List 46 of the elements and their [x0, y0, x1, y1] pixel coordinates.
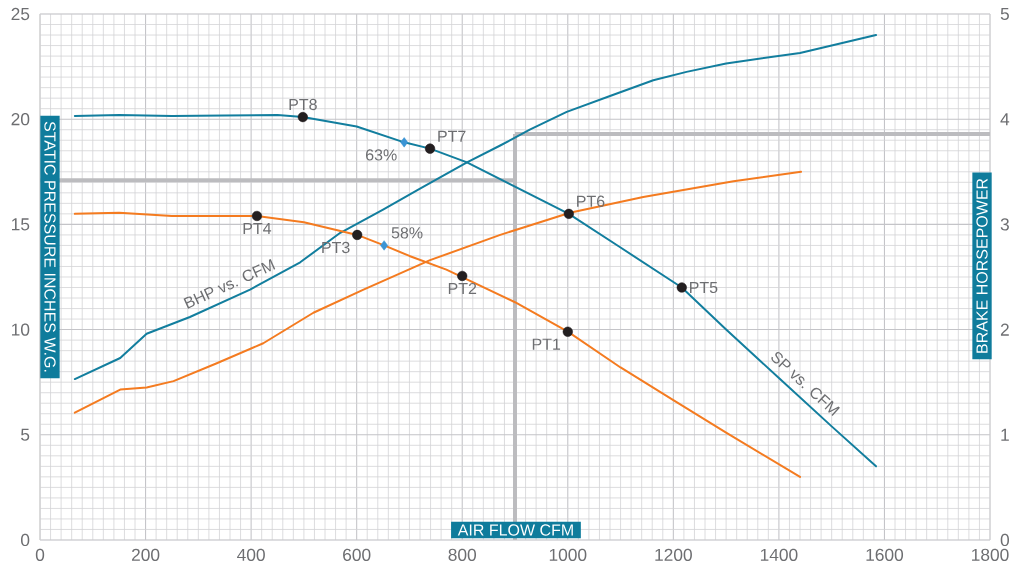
annotation: PT3: [322, 241, 350, 254]
point: [400, 137, 409, 148]
annotation: PT1: [532, 338, 561, 350]
y-tick-label: 25: [11, 7, 30, 21]
y2-tick-label: 2: [1000, 323, 1009, 336]
point: [457, 270, 468, 282]
y-axis-title: STATIC PRESSURE INCHES W.G.: [44, 121, 56, 372]
annotation: PT4: [243, 222, 272, 234]
x-tick-label: 1400: [760, 548, 798, 561]
x-tick-label: 200: [131, 548, 160, 561]
point: [562, 326, 573, 337]
point: [424, 143, 436, 154]
x-tick-label: 1200: [655, 548, 692, 561]
point: [297, 112, 308, 123]
annotation: 63%: [366, 149, 397, 161]
x-tick-label: 0: [35, 548, 45, 561]
x-tick-label: 1600: [866, 548, 904, 561]
y2-tick-label: 3: [1000, 218, 1009, 231]
point: [352, 229, 363, 240]
point: [380, 240, 388, 251]
y-tick-label: 10: [12, 323, 30, 336]
x-tick-label: 400: [237, 548, 265, 561]
annotation: PT2: [448, 282, 477, 295]
annotation: PT6: [577, 195, 605, 207]
y2-tick-label: 1: [1001, 428, 1009, 441]
y-tick-label: 20: [11, 113, 30, 126]
y-tick-label: 5: [21, 428, 30, 441]
annotation: PT8: [289, 98, 317, 111]
annotation: 58%: [391, 227, 423, 239]
y-tick-label: 0: [21, 533, 30, 547]
y2-tick-label: 4: [1000, 113, 1010, 126]
y2-tick-label: 5: [1000, 7, 1009, 21]
x-tick-label: 1800: [972, 548, 1009, 561]
y2-tick-label: 0: [1000, 533, 1010, 547]
x-axis-title: AIR FLOW CFM: [457, 524, 573, 536]
y-tick-label: 15: [12, 218, 30, 231]
x-tick-label: 800: [448, 548, 477, 561]
point: [251, 210, 262, 222]
text: BHP vs. CFM: [183, 259, 276, 309]
y2-axis-title: BRAKE HORSEPOWER: [976, 178, 988, 353]
x-tick-label: 1000: [549, 548, 587, 561]
point: [563, 208, 574, 219]
annotation: PT5: [690, 281, 718, 294]
point: [676, 282, 687, 293]
annotation: PT7: [438, 130, 466, 142]
x-tick-label: 600: [343, 548, 371, 561]
